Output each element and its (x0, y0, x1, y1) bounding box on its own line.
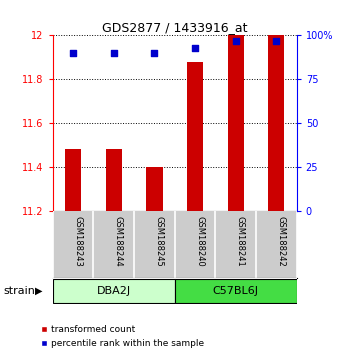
Point (71, 50, 76, 56)
Title: GDS2877 / 1433916_at: GDS2877 / 1433916_at (102, 21, 248, 34)
Point (273, 38, 279, 44)
Point (233, 38, 238, 44)
Bar (227, 35, 244, 211)
Text: GSM188241: GSM188241 (236, 216, 245, 267)
Text: GSM188240: GSM188240 (195, 216, 204, 267)
Text: C57BL6J: C57BL6J (213, 286, 259, 296)
Legend: transformed count, percentile rank within the sample: transformed count, percentile rank withi… (40, 325, 204, 348)
Bar (268, 35, 284, 211)
Text: strain: strain (3, 286, 35, 296)
Text: GSM188242: GSM188242 (276, 216, 285, 267)
Point (152, 50, 157, 56)
Text: ▶: ▶ (35, 286, 43, 296)
Bar (53, 279, 175, 303)
Point (192, 45, 198, 51)
Point (111, 50, 117, 56)
Bar (146, 167, 163, 211)
Text: GSM188243: GSM188243 (73, 216, 82, 267)
Text: GSM188245: GSM188245 (154, 216, 163, 267)
Bar (106, 149, 122, 211)
Text: DBA2J: DBA2J (97, 286, 131, 296)
Bar (187, 62, 203, 211)
Text: GSM188244: GSM188244 (114, 216, 123, 267)
Bar (175, 279, 297, 303)
Bar (65, 149, 81, 211)
